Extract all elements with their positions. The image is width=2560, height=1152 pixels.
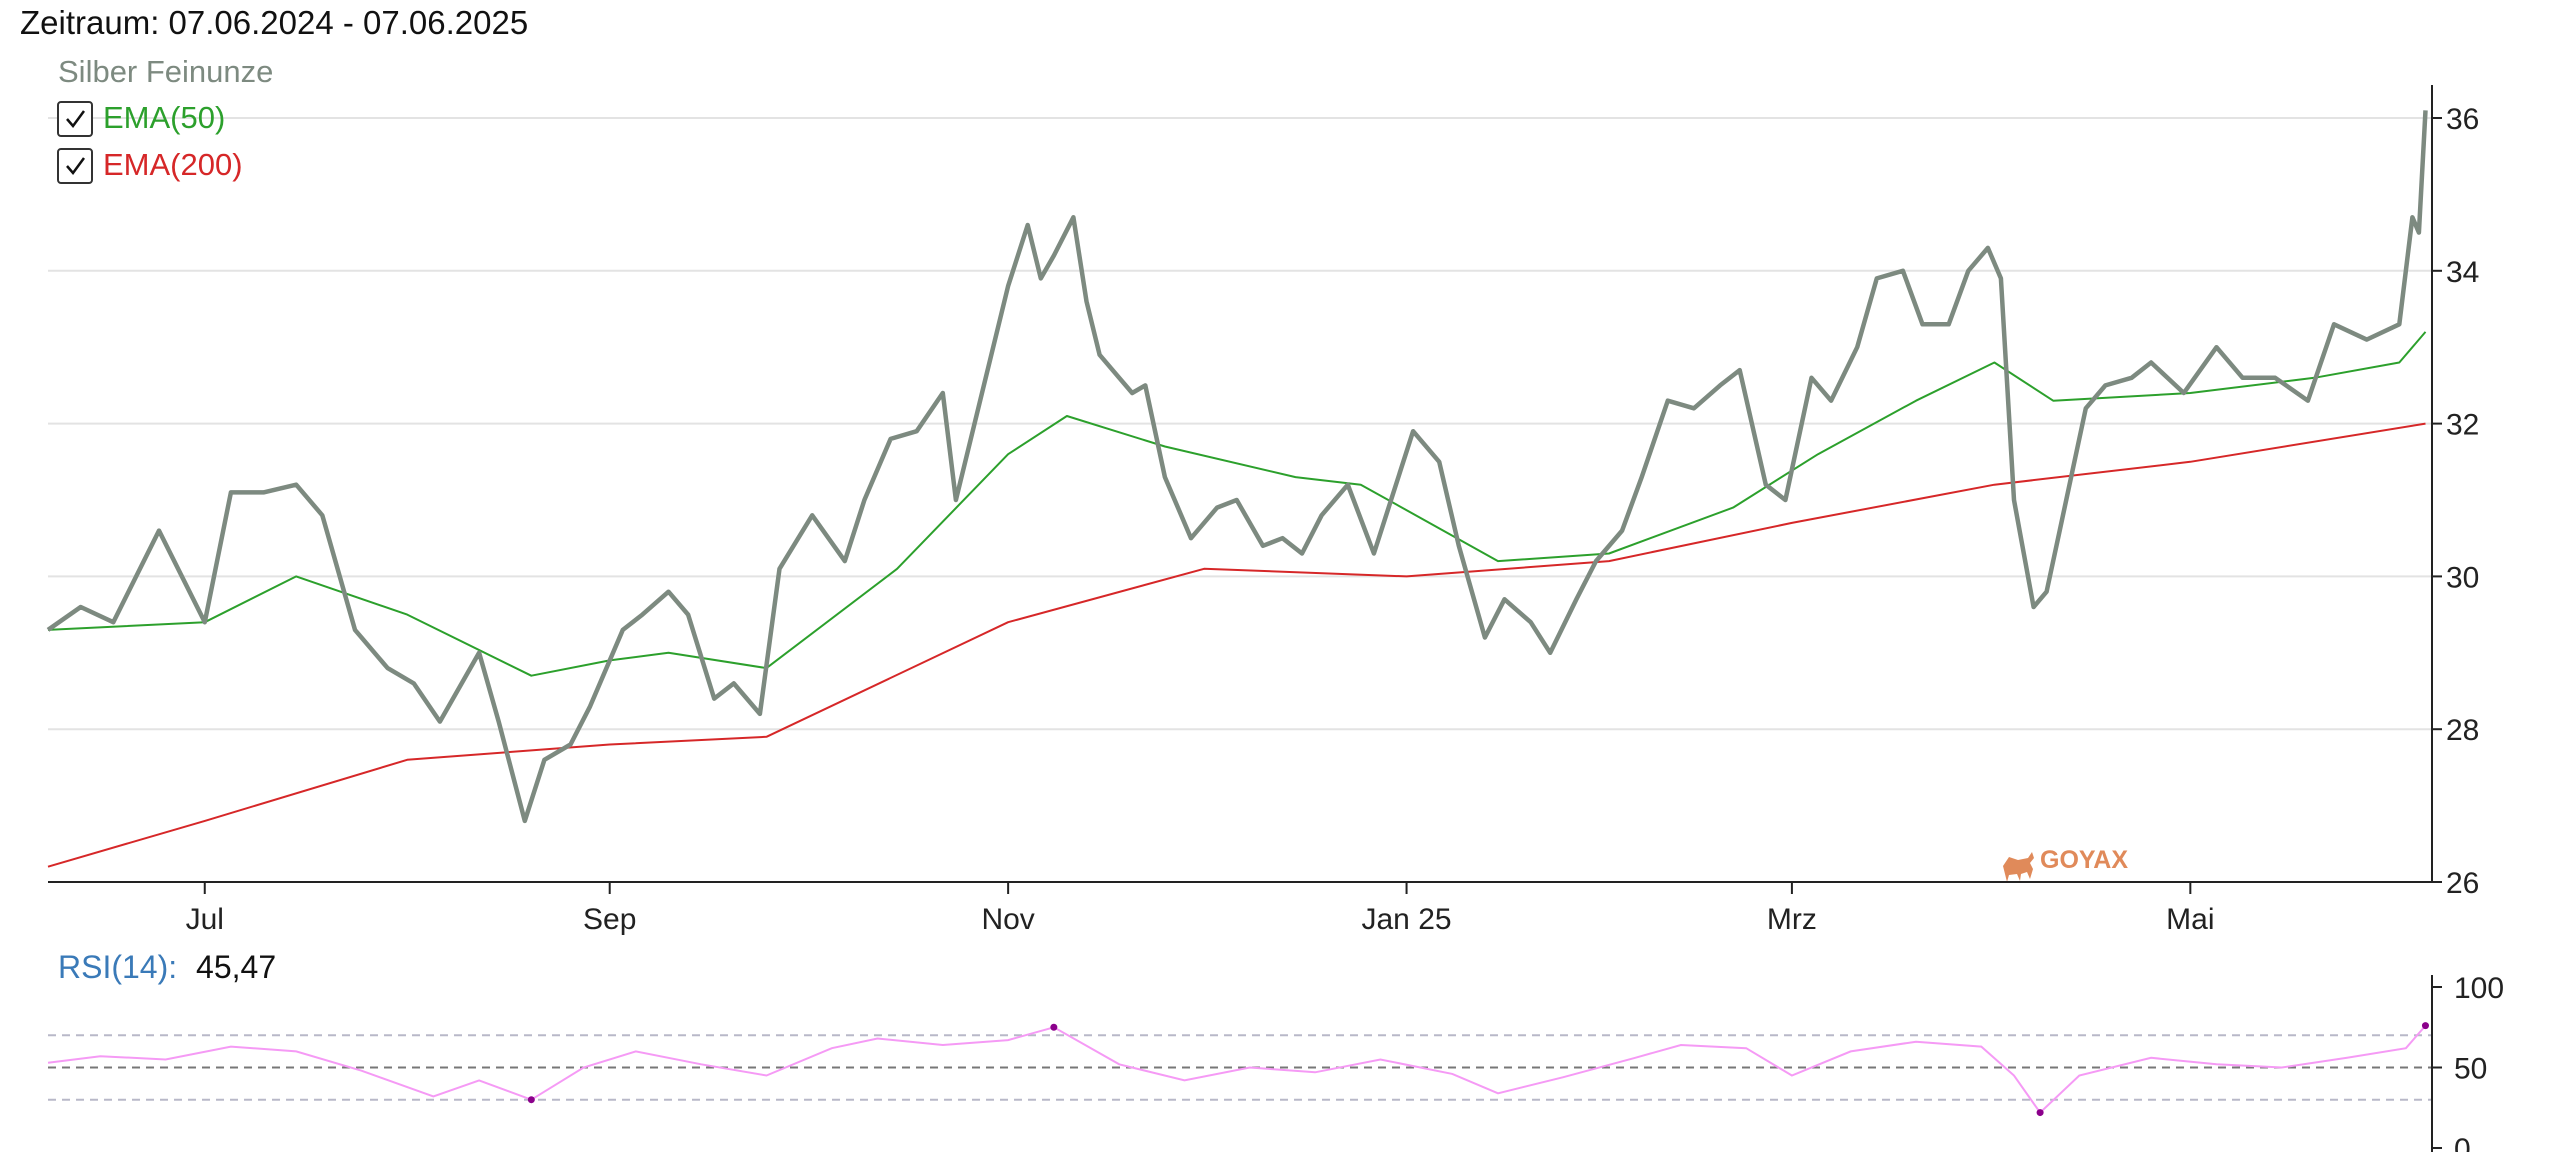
goyax-wordmark: GOYAX xyxy=(2040,846,2128,874)
ema200-line xyxy=(47,422,2426,868)
rsi-tick-label: 50 xyxy=(2454,1053,2487,1086)
x-axis-ticks: Jul Sep Nov Jan 25 Mrz Mai xyxy=(186,882,2215,936)
rsi-tick-label: 100 xyxy=(2454,972,2504,1005)
x-tick-label: Jul xyxy=(186,903,224,936)
x-tick-label: Mai xyxy=(2166,903,2214,936)
price-y-ticks: 26 28 30 32 34 36 xyxy=(2432,103,2479,900)
y-tick-label: 28 xyxy=(2446,714,2479,747)
check-icon xyxy=(66,157,86,176)
axes xyxy=(48,85,2433,1152)
y-tick-label: 26 xyxy=(2446,867,2479,900)
price-grid xyxy=(48,117,2432,731)
ema50-line xyxy=(47,331,2427,677)
rsi-y-ticks: 0 50 100 xyxy=(2432,972,2504,1152)
legend-ema50[interactable]: EMA(50) xyxy=(57,100,225,137)
ema50-legend-label: EMA(50) xyxy=(103,100,225,135)
price-line xyxy=(46,110,2428,824)
rsi-label: RSI(14): 45,47 xyxy=(58,949,276,985)
rsi-extreme-point xyxy=(2036,1109,2044,1117)
goyax-logo: GOYAX xyxy=(2003,846,2128,882)
rsi-layer xyxy=(47,1022,2429,1117)
y-tick-label: 30 xyxy=(2446,561,2479,594)
y-tick-label: 34 xyxy=(2446,256,2479,289)
rsi-extreme-point xyxy=(1050,1023,1058,1031)
x-tick-label: Nov xyxy=(981,903,1034,936)
rsi-name: RSI(14): xyxy=(58,949,177,985)
y-tick-label: 32 xyxy=(2446,409,2479,442)
ema200-checkbox[interactable] xyxy=(57,148,93,184)
rsi-tick-label: 0 xyxy=(2454,1133,2471,1152)
series-layer xyxy=(46,110,2428,868)
bull-icon xyxy=(2003,852,2034,882)
check-icon xyxy=(66,110,86,129)
rsi-reference-lines xyxy=(48,1034,2432,1101)
rsi-value: 45,47 xyxy=(196,949,276,985)
x-tick-label: Mrz xyxy=(1767,903,1817,936)
y-tick-label: 36 xyxy=(2446,103,2479,136)
x-tick-label: Jan 25 xyxy=(1362,903,1452,936)
rsi-extreme-point xyxy=(2421,1022,2429,1030)
instrument-title: Silber Feinunze xyxy=(58,54,273,89)
legend-ema200[interactable]: EMA(200) xyxy=(57,147,243,184)
rsi-line xyxy=(47,1024,2427,1115)
rsi-extreme-point xyxy=(527,1096,535,1104)
x-tick-label: Sep xyxy=(583,903,636,936)
ema50-checkbox[interactable] xyxy=(57,101,93,137)
ema200-legend-label: EMA(200) xyxy=(103,147,243,182)
period-label: Zeitraum: 07.06.2024 - 07.06.2025 xyxy=(20,4,529,41)
